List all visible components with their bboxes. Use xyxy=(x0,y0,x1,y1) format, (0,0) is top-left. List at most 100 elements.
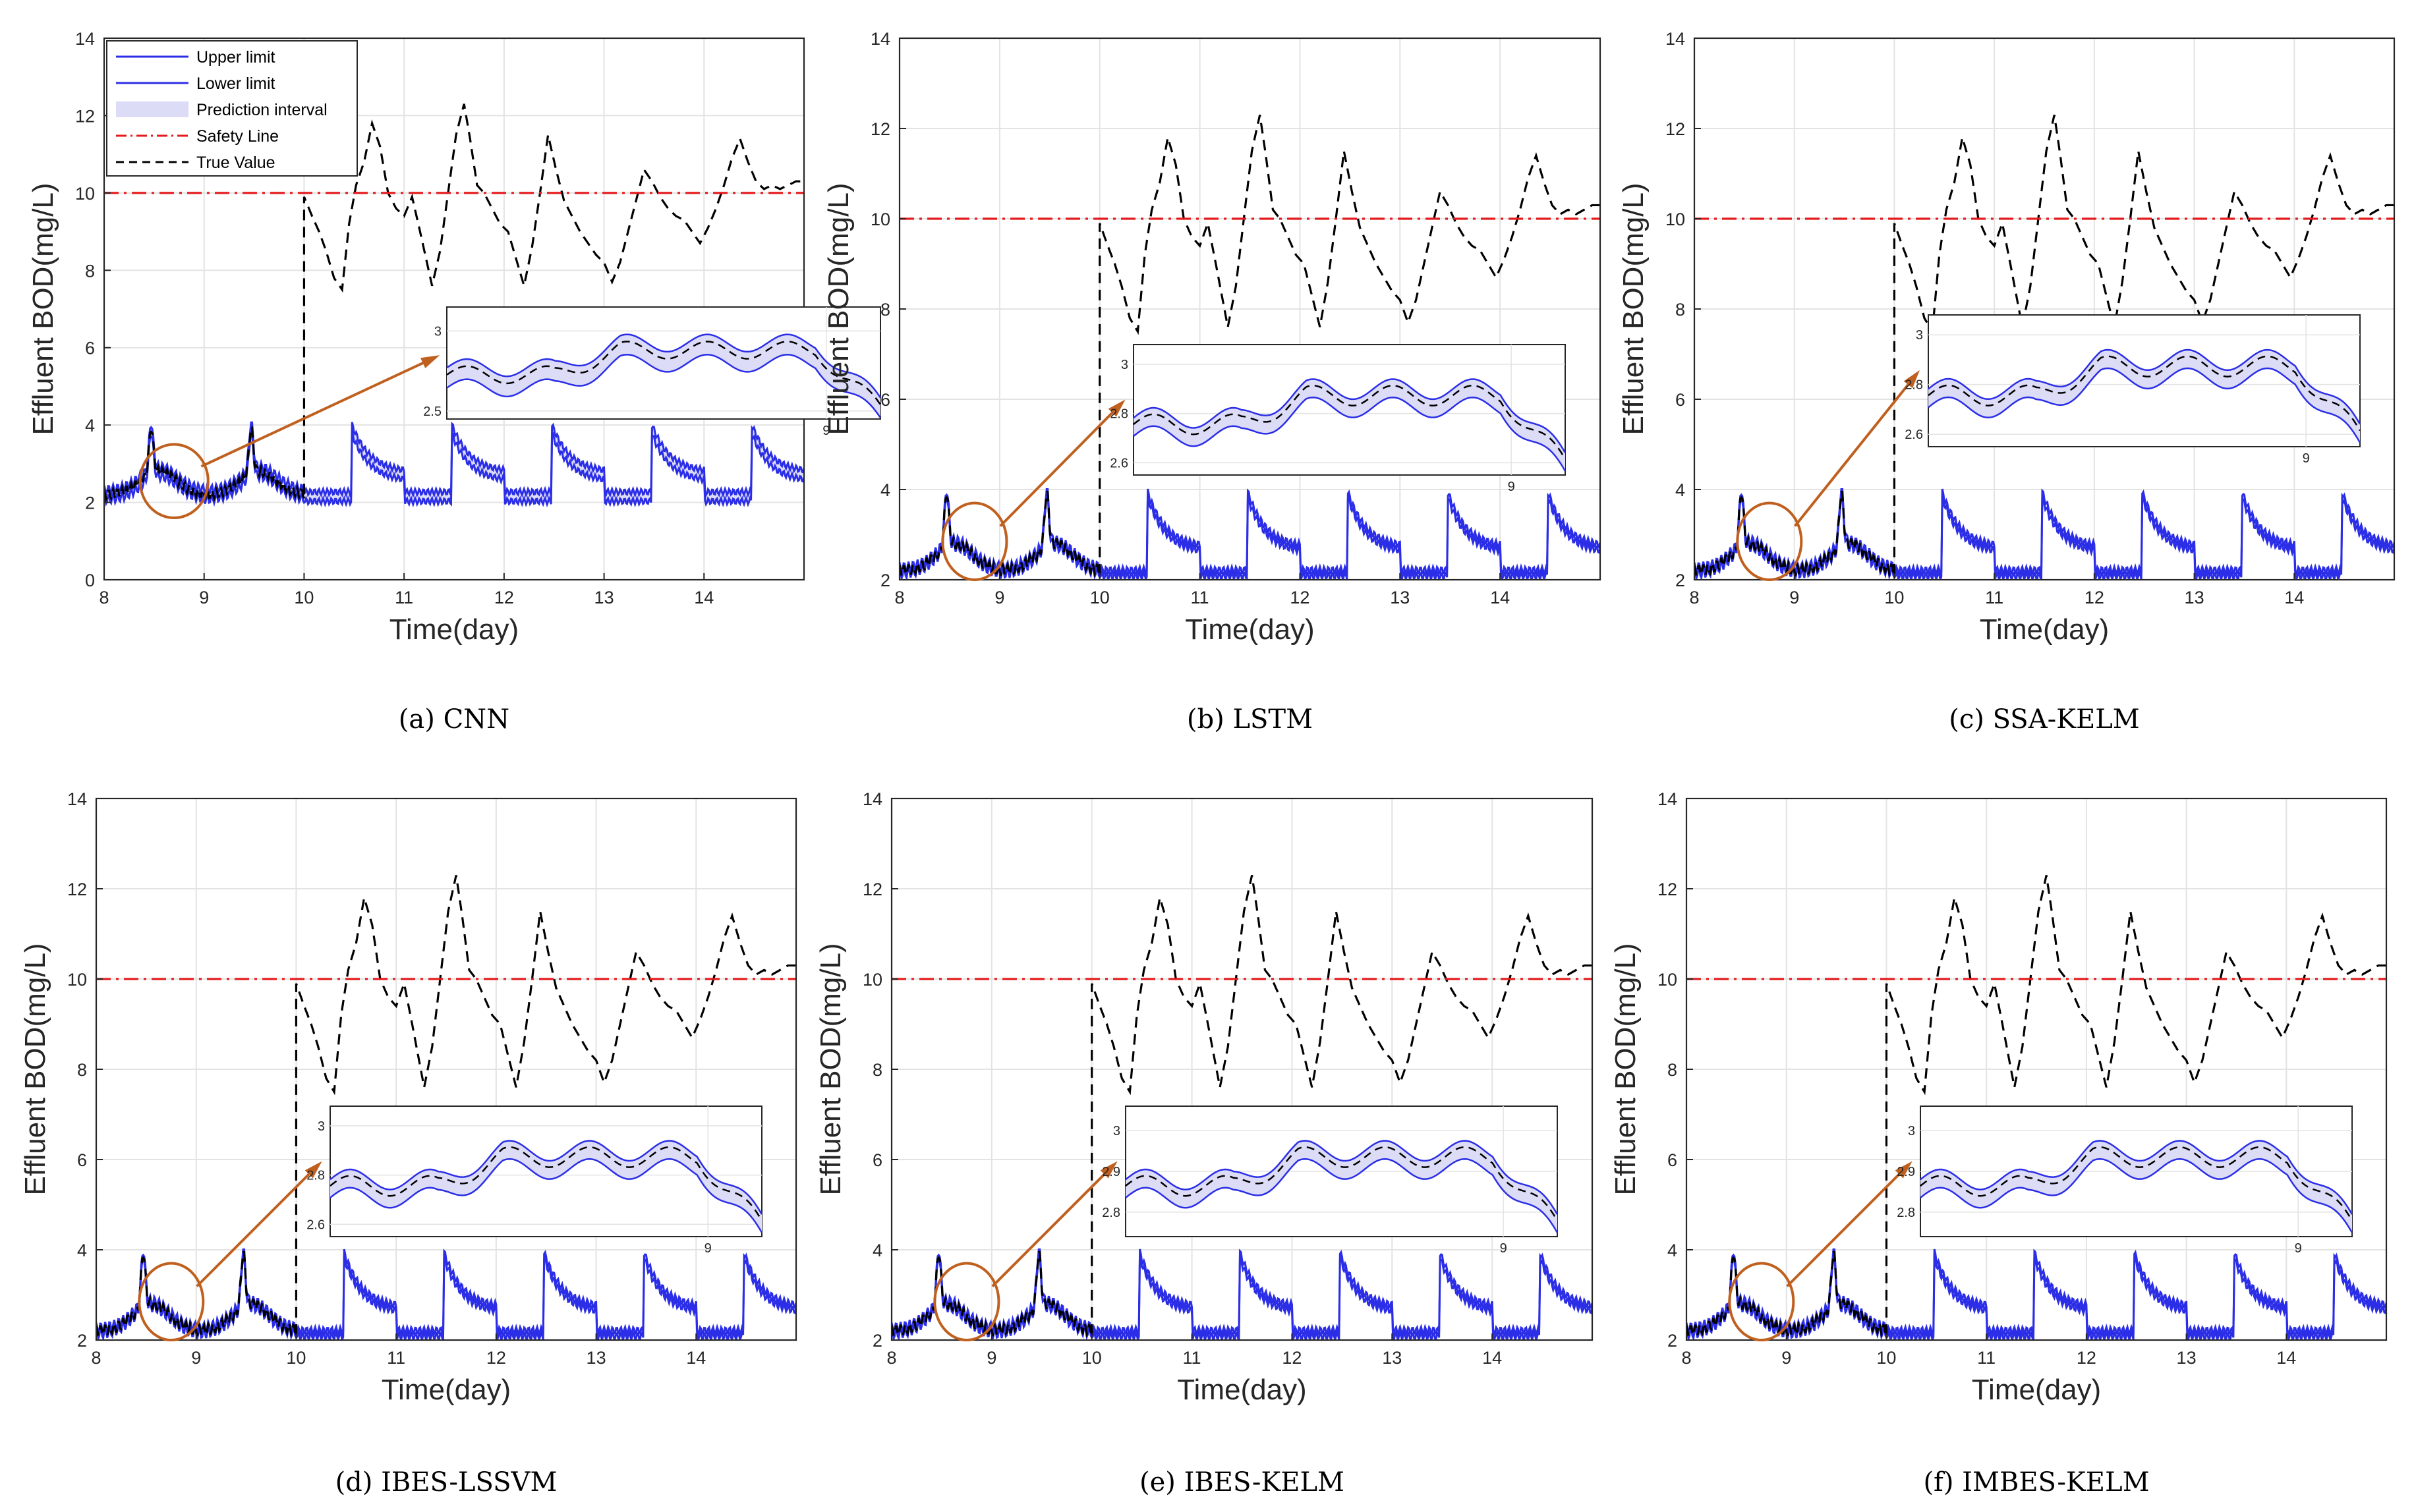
inset-prediction-band xyxy=(1126,1140,1557,1233)
x-tick-label: 10 xyxy=(1082,1348,1102,1368)
x-tick-label: 8 xyxy=(1689,588,1699,607)
inset-upper-limit xyxy=(1920,1140,2353,1215)
x-tick-label: 10 xyxy=(1876,1348,1896,1368)
inset-y-tick-label: 2.6 xyxy=(1905,428,1923,442)
zoom-ellipse xyxy=(1728,1262,1795,1342)
y-tick-label: 14 xyxy=(1657,789,1677,809)
x-tick-label: 10 xyxy=(286,1348,306,1368)
plot-area xyxy=(892,875,1592,1340)
x-tick-label: 10 xyxy=(1090,588,1110,607)
x-tick-label: 11 xyxy=(1977,1348,1996,1368)
y-tick-label: 6 xyxy=(77,1150,87,1170)
inset-y-tick-label: 2.9 xyxy=(1897,1165,1915,1179)
inset-prediction-band xyxy=(447,334,880,418)
inset-y-tick-label: 3 xyxy=(318,1119,325,1134)
panel-ibes-lssvm: 8 9 10 11 12 13 14 2 4 6 8 10 12 14 Time(day) Effluent … xyxy=(19,789,797,1406)
x-tick-label: 13 xyxy=(1382,1348,1402,1368)
x-tick-label: 12 xyxy=(1290,588,1309,607)
true-value-line xyxy=(104,103,804,503)
x-tick-label: 13 xyxy=(2177,1348,2197,1368)
zoom-ellipse xyxy=(941,501,1008,582)
y-tick-label: 4 xyxy=(1667,1241,1677,1260)
x-axis-label: Time(day) xyxy=(1972,1374,2101,1406)
y-tick-label: 8 xyxy=(77,1060,87,1080)
zoom-arrowhead xyxy=(1903,370,1920,389)
inset-y-tick-label: 2.8 xyxy=(1102,1206,1120,1220)
x-tick-label: 14 xyxy=(686,1348,706,1368)
inset-y-tick-label: 2.9 xyxy=(1102,1165,1120,1179)
y-axis-label: Effluent BOD(mg/L) xyxy=(27,182,59,435)
zoom-arrow xyxy=(999,402,1123,527)
inset-prediction-band xyxy=(1920,1140,2352,1233)
x-tick-label: 8 xyxy=(894,588,904,607)
y-tick-label: 14 xyxy=(1665,29,1685,49)
y-axis-label: Effluent BOD(mg/L) xyxy=(815,943,847,1195)
y-tick-label: 8 xyxy=(85,261,95,281)
y-tick-label: 6 xyxy=(1667,1150,1677,1170)
inset-upper-limit xyxy=(1125,1140,1559,1215)
y-tick-label: 10 xyxy=(1657,970,1677,990)
y-tick-label: 14 xyxy=(67,789,87,809)
x-tick-label: 9 xyxy=(994,588,1004,607)
zoom-inset: 2.8 2.9 3 9 xyxy=(1102,1106,1559,1256)
inset-y-tick-label: 2.6 xyxy=(1110,456,1128,470)
inset-x-tick-label: 9 xyxy=(1500,1241,1507,1256)
zoom-ellipse xyxy=(1736,501,1803,582)
zoom-arrow xyxy=(991,1163,1115,1287)
y-axis-label: Effluent BOD(mg/L) xyxy=(1609,943,1642,1195)
zoom-arrow xyxy=(1786,1163,1910,1287)
zoom-inset: 2.6 2.8 3 9 xyxy=(1110,344,1567,494)
x-tick-label: 10 xyxy=(294,588,314,607)
x-tick-label: 12 xyxy=(486,1348,506,1368)
x-tick-label: 14 xyxy=(2276,1348,2296,1368)
x-axis-label: Time(day) xyxy=(389,613,519,646)
inset-prediction-band xyxy=(1134,379,1565,471)
lower-limit-line xyxy=(104,430,804,508)
inset-true-value xyxy=(1125,1146,1559,1221)
x-tick-label: 12 xyxy=(2085,588,2104,607)
panel-imbes-kelm: 8 9 10 11 12 13 14 2 4 6 8 10 12 14 Time(day) Effluent … xyxy=(1609,789,2388,1406)
inset-y-tick-label: 2.6 xyxy=(306,1218,325,1232)
x-tick-label: 14 xyxy=(2284,588,2304,607)
x-tick-label: 8 xyxy=(886,1348,896,1368)
inset-y-tick-label: 3 xyxy=(1121,358,1128,372)
y-tick-label: 0 xyxy=(85,571,95,590)
y-tick-label: 14 xyxy=(863,789,882,809)
y-axis-label: Effluent BOD(mg/L) xyxy=(822,182,855,435)
inset-true-value xyxy=(446,341,882,405)
y-tick-label: 10 xyxy=(1665,210,1685,229)
zoom-arrow xyxy=(196,1163,320,1287)
subfigure-caption: (b) LSTM xyxy=(1187,704,1313,735)
inset-y-tick-label: 2.8 xyxy=(1110,407,1128,422)
y-tick-label: 6 xyxy=(1675,390,1685,410)
x-tick-label: 8 xyxy=(91,1348,101,1368)
inset-lower-limit xyxy=(330,1158,763,1233)
panel-lstm: 8 9 10 11 12 13 14 2 4 6 8 10 12 14 Time(day) Effluent … xyxy=(822,29,1601,646)
zoom-inset: 2.6 2.8 3 9 xyxy=(1905,314,2361,466)
true-value-line xyxy=(892,875,1592,1340)
x-axis-label: Time(day) xyxy=(1980,613,2109,646)
legend-label: True Value xyxy=(196,154,275,172)
y-tick-label: 4 xyxy=(880,480,890,500)
panel-cnn: 8 9 10 11 12 13 14 0 2 4 6 8 10 12 14 Time(day) Effluent… xyxy=(27,29,882,646)
x-tick-label: 14 xyxy=(694,588,714,607)
legend-label: Prediction interval xyxy=(196,101,328,119)
inset-y-tick-label: 3 xyxy=(1908,1124,1915,1138)
inset-lower-limit xyxy=(1920,1158,2353,1233)
x-tick-label: 11 xyxy=(387,1348,405,1368)
inset-y-tick-label: 2.8 xyxy=(1905,378,1923,393)
y-tick-label: 8 xyxy=(880,300,890,320)
plot-area xyxy=(1694,115,2394,580)
inset-lower-limit xyxy=(1928,367,2361,443)
y-tick-label: 6 xyxy=(85,339,95,358)
y-tick-label: 2 xyxy=(1667,1331,1677,1351)
zoom-arrowhead xyxy=(420,355,440,368)
y-axis-label: Effluent BOD(mg/L) xyxy=(19,943,51,1195)
zoom-inset: 2.8 2.9 3 9 xyxy=(1897,1106,2353,1256)
inset-x-tick-label: 9 xyxy=(1508,480,1515,494)
x-tick-label: 11 xyxy=(1985,588,2003,607)
zoom-inset: 2.6 2.8 3 9 xyxy=(306,1106,763,1256)
x-tick-label: 12 xyxy=(2077,1348,2096,1368)
subfigure-caption: (f) IMBES-KELM xyxy=(1923,1467,2149,1498)
